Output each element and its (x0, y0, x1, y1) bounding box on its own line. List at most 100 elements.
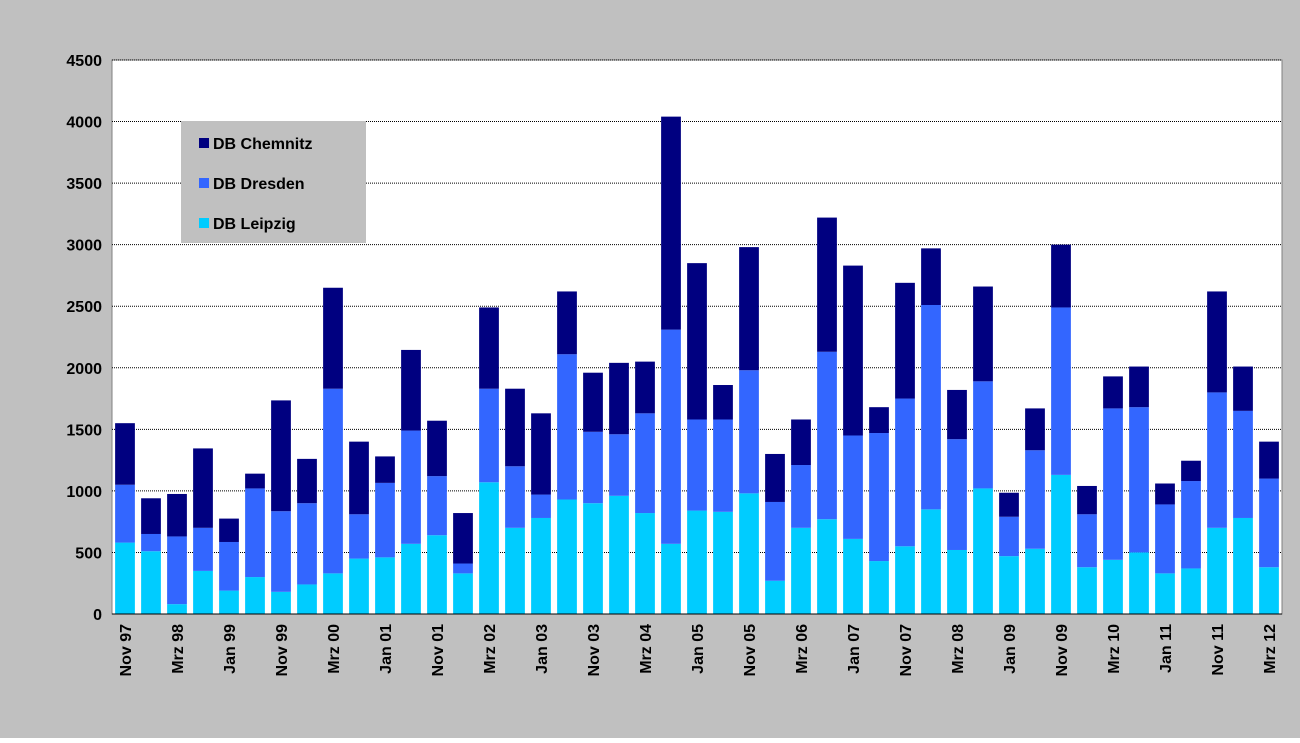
bar-segment (531, 494, 551, 518)
bar-segment (557, 291, 577, 355)
bar-segment (453, 563, 473, 574)
bar-segment (869, 407, 889, 434)
bar-segment (973, 286, 993, 382)
bar-segment (1259, 441, 1279, 479)
x-tick-label: Nov 11 (1210, 624, 1227, 676)
x-tick-label: Nov 01 (430, 624, 447, 677)
legend-label: DB Leipzig (213, 216, 296, 233)
bar-segment (739, 370, 759, 494)
bar-segment (921, 304, 941, 510)
x-tick-label: Mrz 00 (326, 624, 343, 674)
legend-swatch (199, 178, 209, 188)
legend-swatch (199, 218, 209, 228)
bar-segment (219, 590, 239, 614)
bar-segment (1051, 244, 1071, 308)
x-tick-label: Jan 11 (1158, 624, 1175, 673)
bar-segment (1181, 568, 1201, 614)
bar-segment (843, 435, 863, 539)
bar-segment (115, 484, 135, 543)
bar-segment (531, 517, 551, 614)
bar-segment (1233, 366, 1253, 411)
x-tick-label: Nov 99 (274, 624, 291, 677)
bar-segment (1077, 514, 1097, 568)
bar-segment (1207, 291, 1227, 393)
bar-segment (687, 263, 707, 420)
bar-segment (973, 488, 993, 614)
x-tick-label: Nov 07 (898, 624, 915, 677)
bar-segment (1025, 548, 1045, 614)
bar-segment (895, 282, 915, 399)
bar-segment (921, 509, 941, 614)
bar-segment (141, 533, 161, 552)
bar-segment (193, 448, 213, 528)
bar-segment (531, 413, 551, 495)
bar-segment (921, 248, 941, 305)
bar-segment (869, 433, 889, 562)
y-tick-label: 4500 (66, 53, 102, 70)
bar-segment (1025, 450, 1045, 549)
bar-segment (479, 388, 499, 483)
bar-segment (141, 551, 161, 614)
bar-segment (1103, 376, 1123, 409)
y-tick-label: 3000 (66, 238, 102, 255)
bar-segment (323, 388, 343, 574)
bar-segment (817, 519, 837, 614)
x-tick-label: Mrz 12 (1262, 624, 1279, 674)
bar-segment (193, 527, 213, 571)
bar-segment (349, 514, 369, 559)
bar-segment (1129, 552, 1149, 614)
bar-segment (765, 453, 785, 502)
bar-segment (635, 361, 655, 414)
bar-segment (1077, 485, 1097, 515)
bar-segment (1233, 517, 1253, 614)
bar-segment (973, 381, 993, 489)
bar-segment (1207, 392, 1227, 528)
bar-segment (1129, 366, 1149, 408)
bar-segment (739, 247, 759, 371)
bar-segment (245, 473, 265, 489)
x-tick-label: Mrz 06 (794, 624, 811, 674)
bar-segment (817, 217, 837, 352)
bar-segment (245, 577, 265, 614)
bar-segment (427, 476, 447, 536)
bar-segment (115, 423, 135, 485)
bar-segment (1233, 410, 1253, 518)
bar-segment (635, 513, 655, 614)
x-tick-label: Jan 05 (690, 624, 707, 674)
bar-segment (791, 527, 811, 614)
bar-segment (323, 573, 343, 614)
bar-segment (505, 388, 525, 467)
legend-label: DB Dresden (213, 176, 305, 193)
y-tick-label: 3500 (66, 176, 102, 193)
bar-segment (895, 546, 915, 614)
bar-segment (661, 329, 681, 544)
bar-segment (635, 413, 655, 514)
bar-segment (427, 535, 447, 614)
x-tick-label: Mrz 04 (638, 624, 655, 674)
bar-segment (1181, 481, 1201, 569)
bar-segment (375, 456, 395, 483)
bar-segment (115, 542, 135, 614)
bar-segment (1181, 460, 1201, 482)
x-tick-label: Nov 05 (742, 624, 759, 677)
bar-segment (167, 493, 187, 537)
y-tick-label: 1000 (66, 484, 102, 501)
x-tick-label: Jan 01 (378, 624, 395, 674)
bar-segment (323, 287, 343, 389)
x-tick-label: Nov 97 (118, 624, 135, 677)
bar-segment (1025, 408, 1045, 451)
bar-segment (791, 419, 811, 466)
bar-segment (843, 538, 863, 614)
bar-segment (401, 430, 421, 544)
x-tick-label: Nov 03 (586, 624, 603, 677)
x-tick-label: Mrz 08 (950, 624, 967, 674)
bar-segment (999, 556, 1019, 614)
bar-segment (895, 398, 915, 547)
bar-segment (297, 503, 317, 585)
bar-segment (765, 580, 785, 614)
bar-segment (583, 431, 603, 504)
bar-segment (479, 307, 499, 389)
bar-segment (479, 482, 499, 614)
bar-segment (583, 372, 603, 432)
bar-segment (401, 349, 421, 431)
